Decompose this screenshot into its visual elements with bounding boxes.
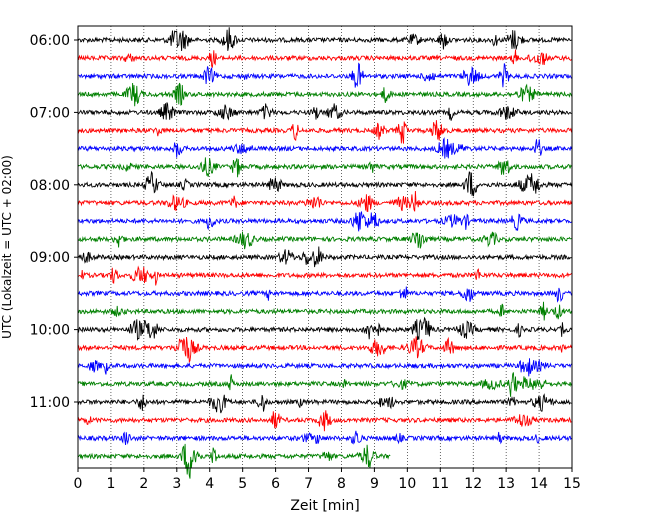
trace-0700 [77, 102, 572, 121]
plot-frame [77, 25, 573, 469]
y-axis-ticks: 06:00 07:00 08:00 09:00 10:00 11:00 [30, 33, 78, 411]
trace-1115 [77, 410, 572, 432]
trace-0930 [77, 286, 572, 303]
y-tick-label: 09:00 [30, 250, 70, 266]
x-tick-label: 0 [74, 476, 83, 492]
x-axis-label: Zeit [min] [290, 498, 359, 514]
trace-0830 [77, 211, 572, 232]
x-tick-label: 7 [304, 476, 313, 492]
trace-0915 [77, 265, 572, 286]
x-tick-label: 5 [238, 476, 247, 492]
x-tick-label: 4 [205, 476, 214, 492]
trace-0900 [77, 246, 572, 268]
trace-0730 [77, 136, 572, 159]
trace-0745 [77, 157, 572, 178]
trace-0600 [77, 27, 572, 51]
y-tick-label: 07:00 [30, 105, 70, 121]
trace-0845 [77, 231, 572, 250]
x-tick-label: 10 [398, 476, 416, 492]
trace-1045 [77, 372, 572, 397]
x-tick-label: 11 [431, 476, 449, 492]
x-tick-label: 8 [337, 476, 346, 492]
x-tick-label: 15 [563, 476, 581, 492]
trace-1145 [77, 443, 391, 479]
y-tick-label: 06:00 [30, 33, 70, 49]
y-axis-label: UTC (Lokalzeit = UTC + 02:00) [0, 155, 14, 339]
x-tick-label: 13 [497, 476, 515, 492]
x-tick-label: 9 [370, 476, 379, 492]
trace-0645 [77, 82, 572, 107]
x-tick-label: 12 [464, 476, 482, 492]
trace-1130 [77, 430, 572, 446]
x-axis-ticks: 0 1 2 3 4 5 6 7 8 9 10 11 12 13 14 15 [74, 468, 581, 492]
trace-0815 [77, 190, 572, 213]
seismogram-traces [77, 27, 572, 479]
x-tick-label: 14 [530, 476, 548, 492]
trace-1100 [77, 393, 572, 414]
x-tick-label: 6 [271, 476, 280, 492]
x-tick-label: 2 [139, 476, 148, 492]
trace-0615 [77, 49, 572, 69]
trace-0800 [77, 170, 572, 197]
y-tick-label: 10:00 [30, 323, 70, 339]
x-tick-label: 3 [172, 476, 181, 492]
trace-1015 [77, 336, 572, 364]
x-tick-label: 1 [106, 476, 115, 492]
y-tick-label: 08:00 [30, 178, 70, 194]
trace-1030 [77, 358, 572, 377]
y-tick-label: 11:00 [30, 395, 70, 411]
trace-0715 [77, 120, 572, 144]
trace-0630 [77, 62, 572, 88]
trace-0945 [77, 301, 572, 321]
trace-1000 [77, 316, 572, 341]
